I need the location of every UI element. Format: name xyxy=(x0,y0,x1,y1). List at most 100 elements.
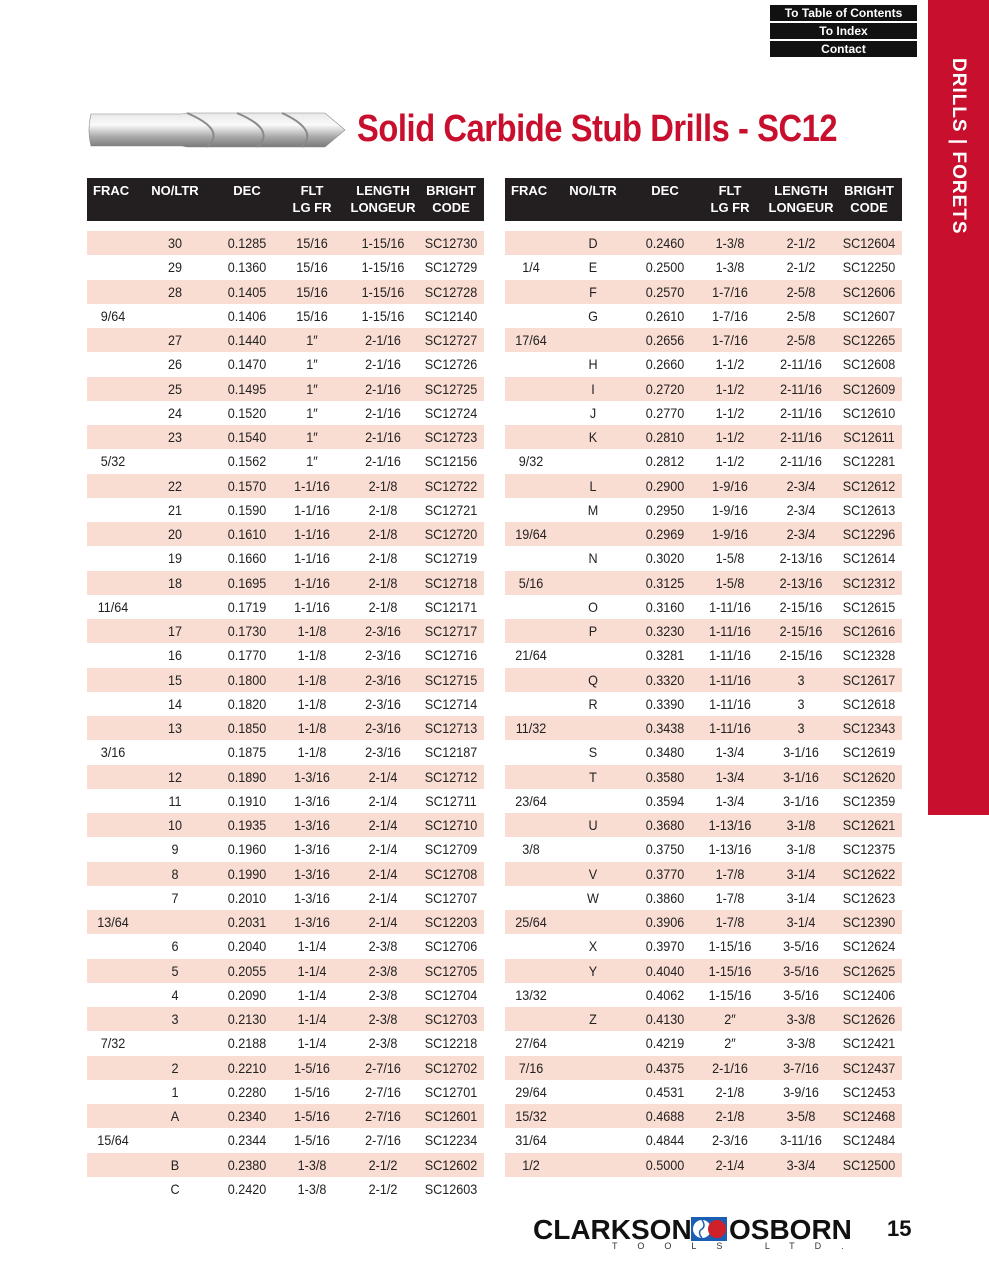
cell-dec: 0.2280 xyxy=(227,1083,267,1100)
cell-flute-length: 1-3/8 xyxy=(297,1156,327,1173)
cell-frac: 13/32 xyxy=(515,986,547,1003)
cell-frac: 11/64 xyxy=(97,598,129,615)
header-line: FLT xyxy=(718,183,742,198)
cell-dec: 0.2344 xyxy=(227,1132,267,1149)
cell-dec: 0.2188 xyxy=(227,1035,267,1052)
cell-overall-length: 3-5/16 xyxy=(783,938,819,955)
cell-flute-length: 1″ xyxy=(306,380,318,397)
cell-bright-code: SC12616 xyxy=(842,623,896,639)
cell-flute-length: 1-7/16 xyxy=(712,307,748,324)
cell-frac: 15/64 xyxy=(97,1132,129,1149)
cell-no-ltr: 2 xyxy=(171,1059,179,1076)
cell-bright-code: SC12613 xyxy=(842,501,896,518)
cell-bright-code: SC12727 xyxy=(424,332,478,348)
cell-overall-length: 2-1/16 xyxy=(365,429,401,445)
cell-bright-code: SC12625 xyxy=(842,962,896,979)
cell-dec: 0.3230 xyxy=(645,623,685,639)
table-of-contents-link[interactable]: To Table of Contents xyxy=(770,5,917,21)
cell-no-ltr: 30 xyxy=(167,235,183,251)
cell-flute-length: 1-3/16 xyxy=(294,817,330,833)
cell-flute-length: 1-11/16 xyxy=(709,623,751,639)
table-row: 13 0.1850 1-1/8 2-3/16 SC12713 xyxy=(87,716,484,741)
cell-no-ltr: 1 xyxy=(171,1083,179,1100)
cell-bright-code: SC12171 xyxy=(424,598,478,615)
cell-frac: 7/32 xyxy=(100,1035,126,1052)
cell-overall-length: 2-5/8 xyxy=(786,307,816,324)
table-row: 7 0.2010 1-3/16 2-1/4 SC12707 xyxy=(87,886,484,910)
cell-bright-code: SC12721 xyxy=(424,501,478,518)
cell-flute-length: 1-9/16 xyxy=(712,477,748,494)
cell-frac: 1/2 xyxy=(522,1156,540,1173)
brand-left: CLARKSON xyxy=(533,1214,692,1245)
cell-flute-length: 1-13/16 xyxy=(708,817,752,833)
cell-bright-code: SC12707 xyxy=(424,889,478,906)
cell-dec: 0.1820 xyxy=(227,695,267,712)
cell-overall-length: 2-13/16 xyxy=(779,574,823,591)
cell-frac: 21/64 xyxy=(515,647,547,664)
cell-dec: 0.1570 xyxy=(227,477,267,494)
cell-frac: 19/64 xyxy=(515,526,547,542)
cell-dec: 0.3480 xyxy=(645,744,685,761)
cell-flute-length: 1-3/4 xyxy=(715,768,745,785)
cell-no-ltr: 17 xyxy=(167,623,183,639)
cell-no-ltr: F xyxy=(589,283,597,300)
cell-frac: 9/32 xyxy=(518,453,544,470)
cell-flute-length: 1-1/2 xyxy=(715,453,745,470)
cell-bright-code: SC12719 xyxy=(424,550,478,567)
cell-dec: 0.2770 xyxy=(645,404,685,421)
cell-flute-length: 1-1/4 xyxy=(297,962,327,979)
cell-overall-length: 2-15/16 xyxy=(779,647,823,664)
cell-overall-length: 3-1/16 xyxy=(783,744,819,761)
cell-overall-length: 2-1/16 xyxy=(365,453,401,470)
table-row: O 0.3160 1-11/16 2-15/16 SC12615 xyxy=(505,595,902,619)
cell-overall-length: 2-11/16 xyxy=(780,453,822,470)
cell-bright-code: SC12390 xyxy=(842,914,896,930)
cell-bright-code: SC12203 xyxy=(424,914,478,930)
cell-dec: 0.1660 xyxy=(227,550,267,567)
cell-overall-length: 3-3/8 xyxy=(786,1035,816,1052)
cell-bright-code: SC12623 xyxy=(842,889,896,906)
cell-dec: 0.3680 xyxy=(645,817,685,833)
cell-overall-length: 3-9/16 xyxy=(783,1083,819,1100)
cell-no-ltr: 28 xyxy=(167,283,183,300)
contact-link[interactable]: Contact xyxy=(770,41,917,57)
cell-no-ltr: Y xyxy=(588,962,598,979)
table-row: A 0.2340 1-5/16 2-7/16 SC12601 xyxy=(87,1104,484,1129)
cell-dec: 0.2040 xyxy=(227,938,267,955)
cell-flute-length: 1-11/16 xyxy=(709,720,751,736)
cell-flute-length: 1-7/16 xyxy=(712,332,748,348)
cell-bright-code: SC12611 xyxy=(843,429,895,445)
cell-dec: 0.4062 xyxy=(645,986,685,1003)
cell-bright-code: SC12250 xyxy=(842,259,896,276)
cell-overall-length: 2-3/4 xyxy=(786,526,816,542)
cell-flute-length: 1-3/8 xyxy=(715,235,745,251)
header-line: DEC xyxy=(233,183,261,198)
table-row: D 0.2460 1-3/8 2-1/2 SC12604 xyxy=(505,231,902,256)
cell-overall-length: 2-1/8 xyxy=(368,526,398,542)
table-row: F 0.2570 1-7/16 2-5/8 SC12606 xyxy=(505,279,902,304)
cell-frac: 25/64 xyxy=(515,914,547,930)
cell-bright-code: SC12343 xyxy=(842,720,896,736)
table-row: 11/32 0.3438 1-11/16 3 SC12343 xyxy=(505,716,902,741)
table-row: R 0.3390 1-11/16 3 SC12618 xyxy=(505,692,902,716)
cell-overall-length: 3-3/4 xyxy=(786,1156,816,1173)
column-header-no-ltr: NO/LTR xyxy=(145,182,205,199)
cell-overall-length: 2-1/2 xyxy=(786,235,816,251)
cell-bright-code: SC12615 xyxy=(842,598,896,615)
cell-overall-length: 3-3/8 xyxy=(786,1011,816,1027)
cell-dec: 0.1495 xyxy=(227,380,267,397)
table-row: J 0.2770 1-1/2 2-11/16 SC12610 xyxy=(505,401,902,425)
cell-frac: 3/16 xyxy=(100,744,126,761)
index-link[interactable]: To Index xyxy=(770,23,917,39)
cell-dec: 0.2500 xyxy=(645,259,685,276)
cell-frac: 1/4 xyxy=(522,259,540,276)
cell-dec: 0.4688 xyxy=(645,1108,685,1124)
cell-overall-length: 2-1/8 xyxy=(368,598,398,615)
cell-no-ltr: J xyxy=(589,404,597,421)
cell-dec: 0.3020 xyxy=(645,550,685,567)
cell-flute-length: 1″ xyxy=(306,453,318,470)
cell-dec: 0.3770 xyxy=(645,865,685,882)
cell-dec: 0.1730 xyxy=(227,623,267,639)
table-row: 1/4 E 0.2500 1-3/8 2-1/2 SC12250 xyxy=(505,255,902,279)
cell-flute-length: 1″ xyxy=(306,332,318,348)
